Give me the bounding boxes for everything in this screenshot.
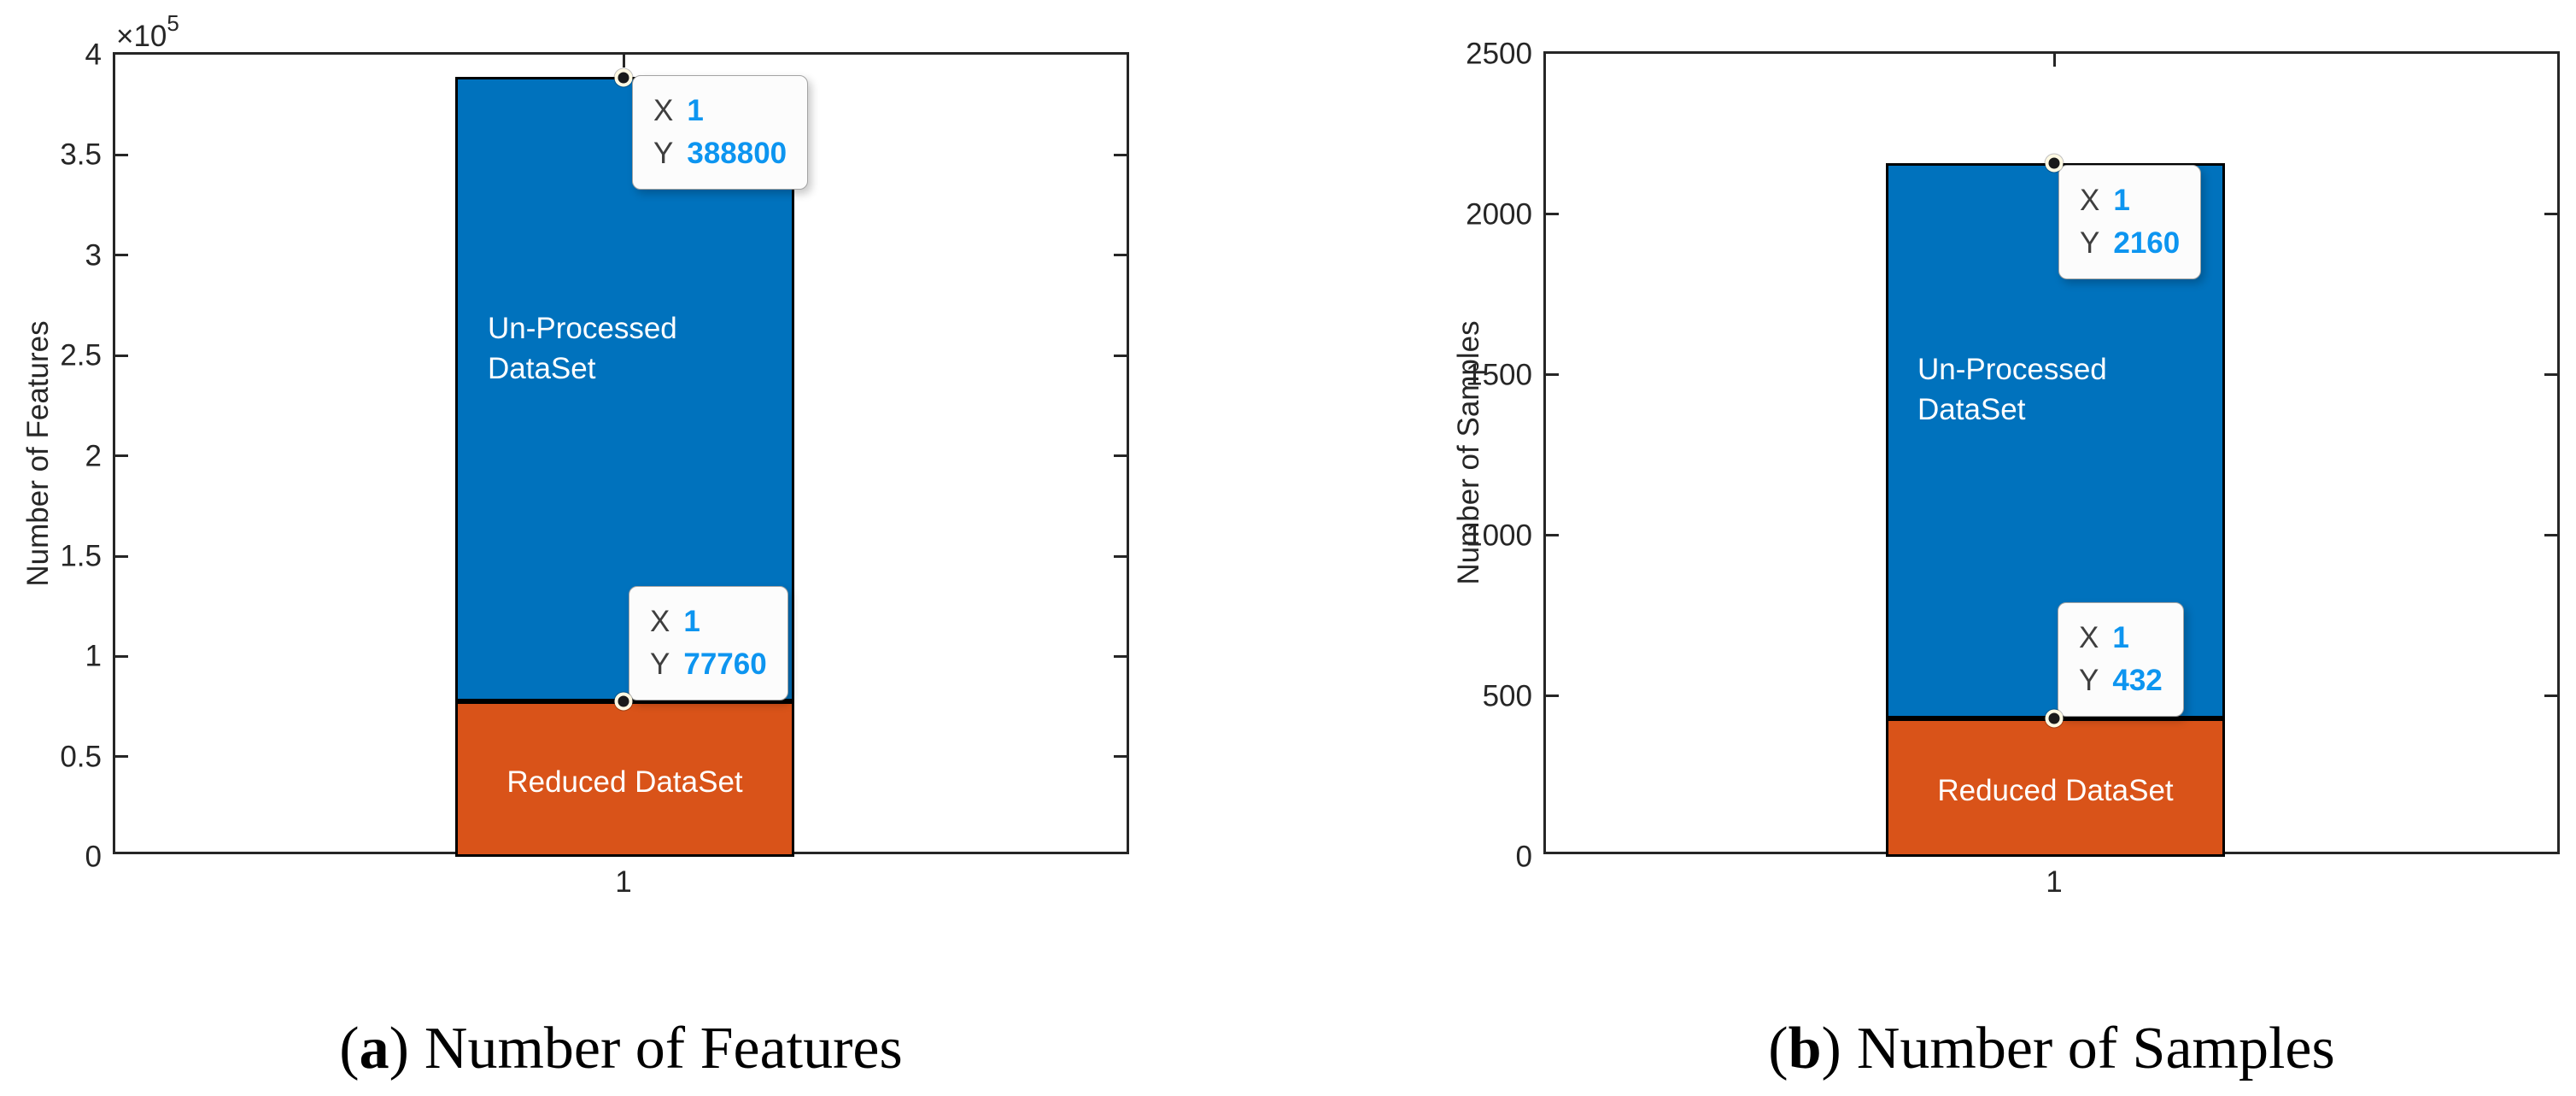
x-tick-mark — [623, 55, 625, 67]
y-tick-label: 2000 — [1466, 197, 1532, 232]
y-tick-mark — [115, 555, 128, 558]
datatip-x-value: 1 — [683, 605, 700, 638]
caption-text: Number of Features — [424, 1016, 903, 1081]
caption-text: Number of Samples — [1856, 1016, 2335, 1081]
datatip-marker — [614, 692, 633, 711]
y-tick-mark — [1114, 355, 1127, 357]
datatip-y-row: Y 2160 — [2080, 222, 2180, 265]
datatip-y-key: Y — [2079, 664, 2099, 697]
datatip-y-row: Y 77760 — [650, 643, 767, 686]
y-tick-mark — [2544, 373, 2557, 376]
caption-letter: a — [359, 1016, 389, 1081]
y-axis-title: Number of Features — [21, 319, 55, 587]
bar-segment-label-unprocessed: Un-Processed DataSet — [488, 312, 677, 385]
datatip-x-value: 1 — [2113, 184, 2130, 217]
datatip-y-row: Y 432 — [2079, 659, 2163, 702]
y-tick-mark — [2544, 695, 2557, 697]
y-tick-label: 1500 — [1466, 358, 1532, 392]
y-tick-label: 4 — [85, 38, 102, 72]
caption-paren-close: ) — [389, 1016, 409, 1081]
y-tick-mark — [1114, 755, 1127, 758]
datatip-y-key: Y — [653, 137, 674, 170]
datatip-x-key: X — [2079, 621, 2099, 654]
x-tick-label: 1 — [2046, 865, 2063, 899]
y-tick-label: 2 — [85, 439, 102, 473]
y-tick-mark — [2544, 534, 2557, 536]
datatip-marker — [2045, 709, 2064, 728]
y-tick-label: 1000 — [1466, 519, 1532, 553]
y-tick-mark — [1546, 213, 1559, 215]
y-tick-mark — [1114, 655, 1127, 658]
caption-paren-open: ( — [339, 1016, 360, 1081]
caption-paren-close: ) — [1821, 1016, 1841, 1081]
y-tick-mark — [1546, 373, 1559, 376]
datatip-y-value: 388800 — [687, 137, 787, 170]
y-tick-mark — [1546, 695, 1559, 697]
bar-segment-label-reduced: Reduced DataSet — [1937, 774, 2174, 807]
y-tick-mark — [2544, 213, 2557, 215]
plot-area-samples: Number of Samples 2500 2000 1500 1000 50… — [1452, 39, 2560, 899]
datatip-y-value: 432 — [2112, 664, 2163, 697]
bar-segment-reduced — [455, 701, 794, 857]
y-tick-mark — [115, 454, 128, 457]
y-tick-mark — [115, 655, 128, 658]
y-tick-mark — [115, 755, 128, 758]
y-tick-label: 0.5 — [60, 740, 102, 774]
x-tick-mark — [2053, 54, 2056, 67]
datatip-x-value: 1 — [687, 94, 704, 127]
y-tick-mark — [1114, 454, 1127, 457]
datatip-x-value: 1 — [2112, 621, 2129, 654]
datatip-marker — [614, 68, 633, 87]
datatip-y-row: Y 388800 — [653, 132, 787, 175]
y-tick-label: 2.5 — [60, 338, 102, 372]
bar-segment-label-reduced: Reduced DataSet — [506, 765, 743, 799]
y-tick-label: 3 — [85, 238, 102, 273]
y-tick-mark — [1114, 555, 1127, 558]
datatip-x-key: X — [2080, 184, 2100, 217]
exponent-base: ×10 — [116, 20, 167, 53]
y-tick-mark — [1114, 254, 1127, 256]
panel-caption-b: (b) Number of Samples — [1543, 1015, 2560, 1083]
y-tick-mark — [115, 254, 128, 256]
datatip-y-value: 2160 — [2113, 226, 2181, 260]
x-tick-label: 1 — [615, 865, 632, 899]
y-tick-label: 0 — [1515, 840, 1532, 874]
datatip-marker — [2045, 154, 2064, 173]
y-tick-mark — [115, 355, 128, 357]
y-tick-label: 1.5 — [60, 539, 102, 573]
y-tick-label: 0 — [85, 840, 102, 874]
datatip-x-key: X — [650, 605, 670, 638]
datatip-y-key: Y — [2080, 226, 2100, 260]
y-tick-mark — [1546, 534, 1559, 536]
y-tick-mark — [1114, 154, 1127, 156]
datatip-y-key: Y — [650, 648, 670, 681]
y-tick-label: 3.5 — [60, 138, 102, 172]
datatip-y-value: 77760 — [683, 648, 767, 681]
caption-paren-open: ( — [1768, 1016, 1789, 1081]
y-tick-label: 2500 — [1466, 37, 1532, 71]
y-tick-mark — [115, 154, 128, 156]
y-tick-label: 1 — [85, 639, 102, 673]
plot-area-features: Number of Features 4 3.5 3 2.5 2 1.5 1 0… — [21, 40, 1129, 899]
exponent-power: 5 — [167, 10, 179, 36]
bar-segment-label-unprocessed: Un-Processed DataSet — [1917, 353, 2107, 426]
datatip-x-key: X — [653, 94, 674, 127]
caption-letter: b — [1788, 1016, 1822, 1081]
panel-caption-a: (a) Number of Features — [113, 1015, 1129, 1083]
bar-segment-reduced — [1886, 718, 2225, 857]
y-tick-label: 500 — [1482, 679, 1532, 713]
y-axis-exponent-label: ×105 — [116, 10, 179, 54]
